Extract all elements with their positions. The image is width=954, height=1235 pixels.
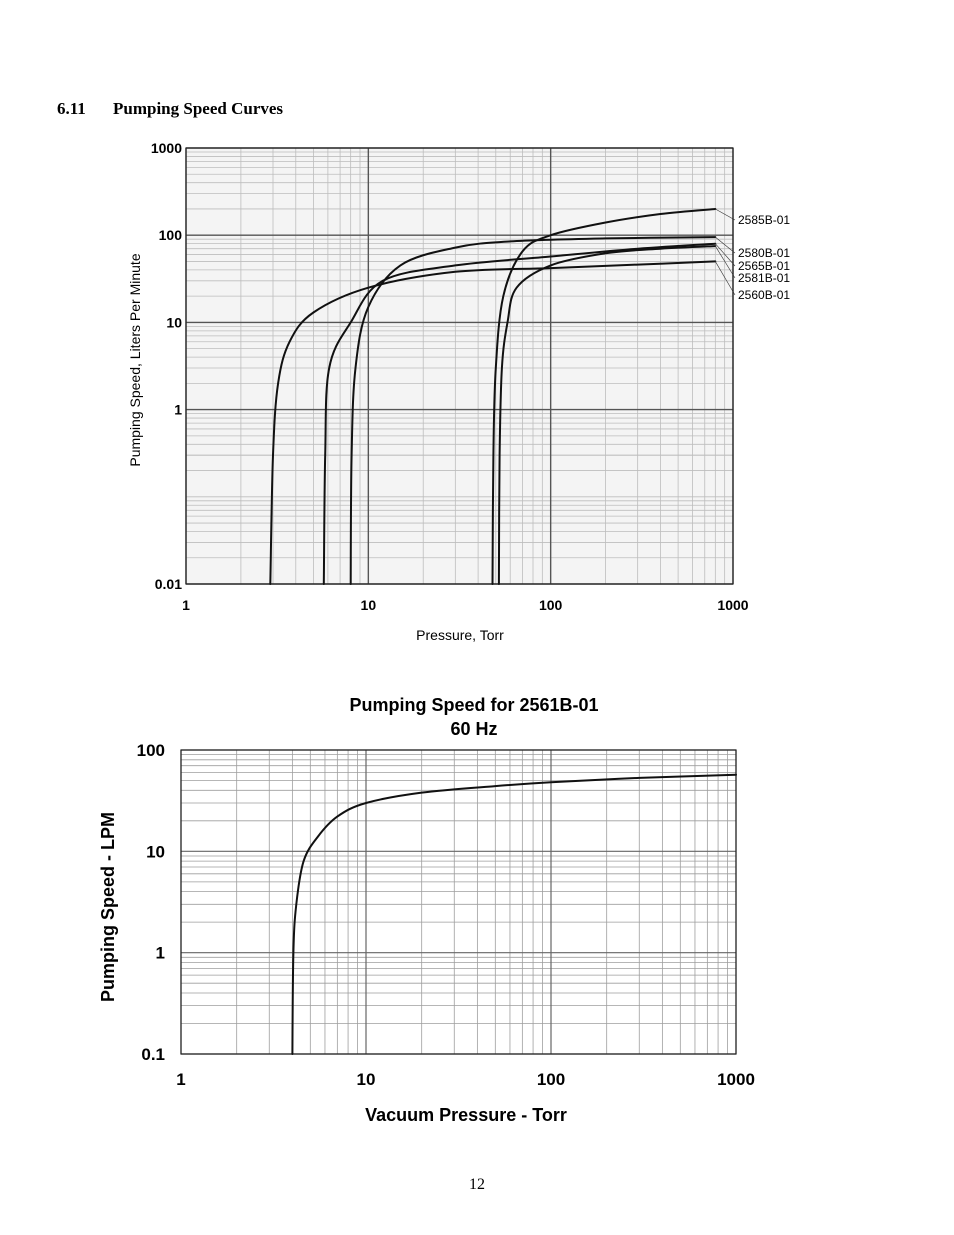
y-tick-label: 100	[137, 741, 165, 760]
legend-leader	[715, 243, 736, 267]
section-title: Pumping Speed Curves	[113, 99, 284, 118]
y-axis-label: Pumping Speed - LPM	[98, 812, 118, 1002]
plot-frame	[180, 749, 737, 1055]
x-tick-label: 100	[539, 597, 563, 613]
x-tick-label: 10	[361, 597, 377, 613]
chart-subtitle: 60 Hz	[450, 719, 497, 739]
x-tick-label: 100	[537, 1070, 565, 1089]
x-tick-label: 1	[182, 597, 190, 613]
x-axis-label: Pressure, Torr	[416, 627, 504, 643]
x-tick-label: 1000	[717, 597, 748, 613]
series-curve-main	[291, 773, 737, 1055]
legend-leader	[715, 208, 736, 221]
series-curve-2580B-01	[349, 236, 717, 585]
chart-pumping-speed-2561b: 1 10 100 1000 0.1 1 10 100 Vacuum Pressure - Tor…	[98, 695, 755, 1125]
legend-leader	[715, 236, 736, 254]
y-tick-label: 10	[166, 314, 182, 330]
page-number: 12	[469, 1176, 485, 1193]
series-curve-2581B-01	[497, 245, 717, 585]
legend-leader	[715, 245, 736, 279]
legend-label: 2580B-01	[738, 246, 790, 260]
section-number: 6.11	[57, 99, 86, 118]
section-heading: 6.11 Pumping Speed Curves	[57, 99, 283, 119]
y-tick-label: 100	[159, 227, 183, 243]
legend-leader	[715, 261, 736, 296]
plot-area	[181, 750, 736, 1054]
plot-frame	[185, 147, 734, 585]
series-curve-2560B-01	[269, 260, 717, 585]
y-tick-label: 1000	[151, 140, 182, 156]
legend-label: 2585B-01	[738, 213, 790, 227]
legend-label: 2560B-01	[738, 288, 790, 302]
chart-title: Pumping Speed for 2561B-01	[349, 695, 598, 715]
series-curve-2565B-01	[322, 242, 717, 585]
series-curve-2585B-01	[491, 208, 717, 585]
plot-area	[186, 148, 733, 584]
y-tick-label: 10	[146, 842, 165, 861]
x-tick-label: 10	[357, 1070, 376, 1089]
x-tick-label: 1	[176, 1070, 185, 1089]
legend-label: 2581B-01	[738, 271, 790, 285]
legend-label: 2565B-01	[738, 259, 790, 273]
x-axis-label: Vacuum Pressure - Torr	[365, 1105, 567, 1125]
y-tick-label: 1	[174, 402, 182, 418]
y-tick-label: 0.01	[155, 576, 182, 592]
y-axis-label: Pumping Speed, Liters Per Minute	[127, 253, 143, 466]
x-tick-label: 1000	[717, 1070, 755, 1089]
y-tick-label: 0.1	[141, 1045, 165, 1064]
y-tick-label: 1	[156, 944, 165, 963]
